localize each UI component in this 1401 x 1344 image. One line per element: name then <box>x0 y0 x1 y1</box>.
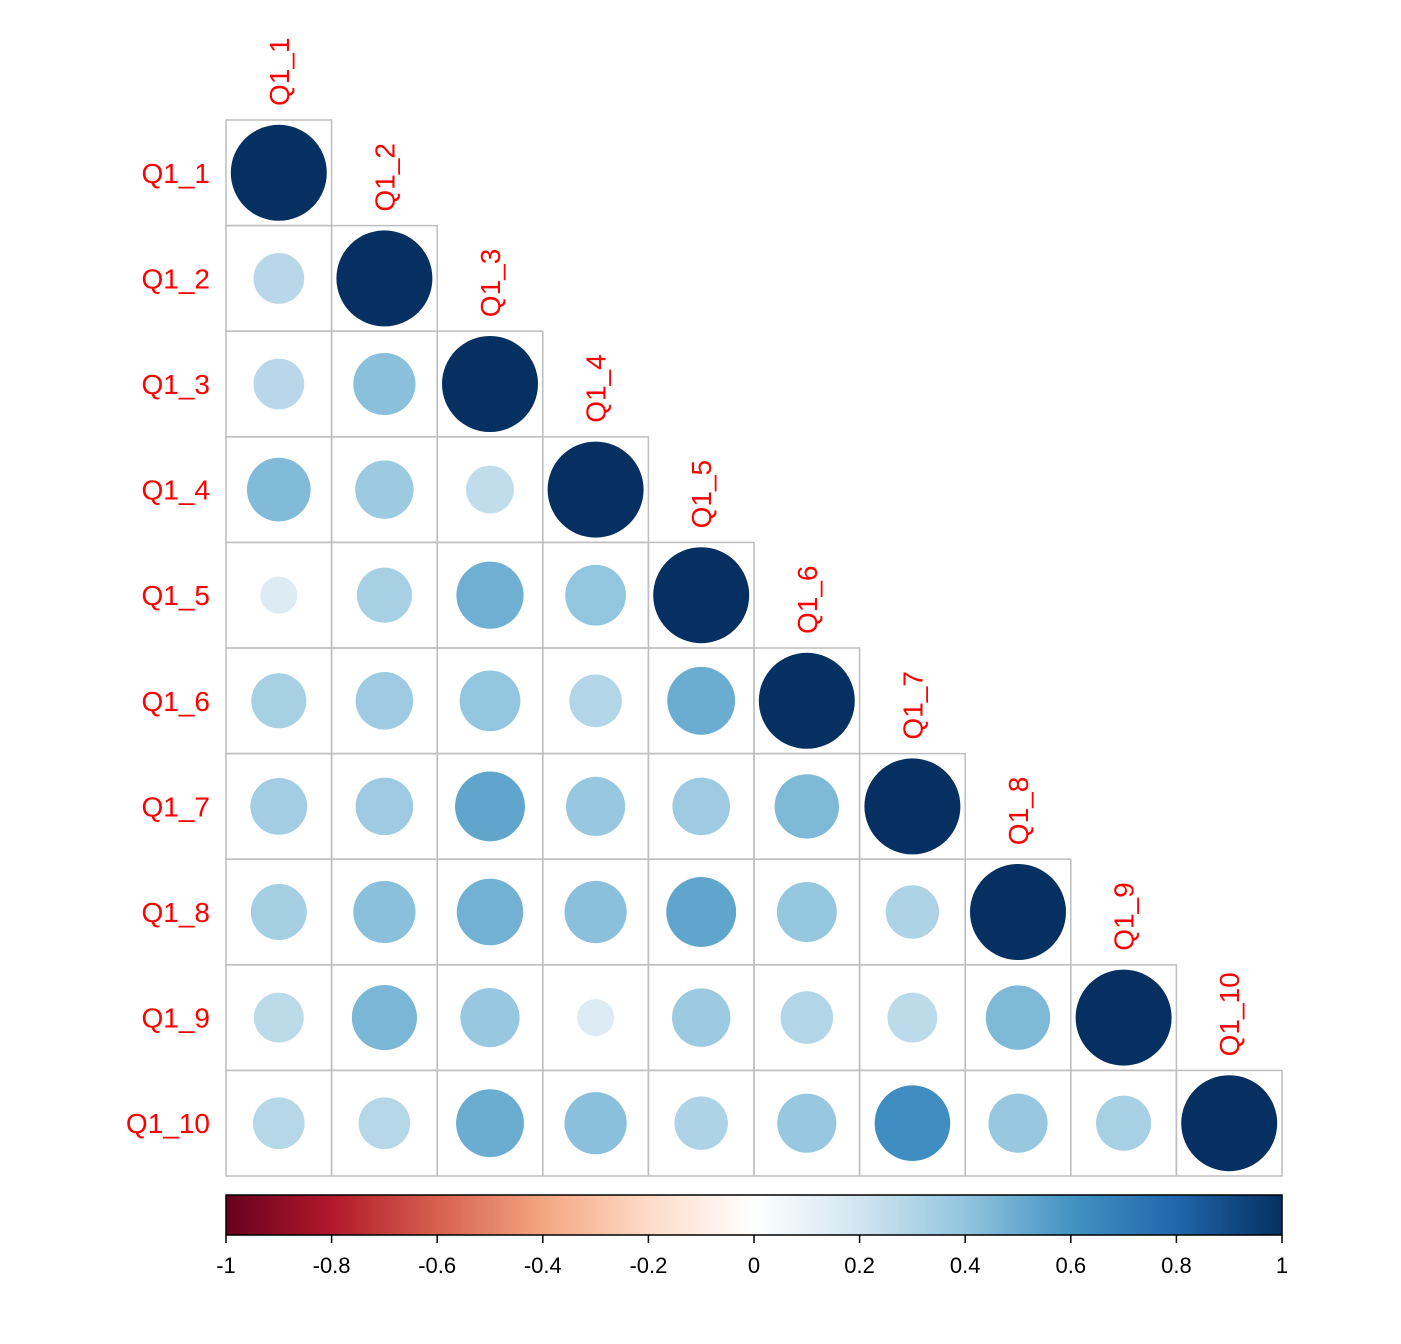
circle-Q1_6-Q1_4 <box>569 674 622 728</box>
colorbar-tick-label: -0.6 <box>418 1253 456 1278</box>
col-label-Q1_7: Q1_7 <box>897 671 928 740</box>
circle-Q1_5-Q1_4 <box>565 564 626 626</box>
circle-Q1_5-Q1_1 <box>260 576 298 614</box>
colorbar-tick-label: -0.2 <box>629 1253 667 1278</box>
col-label-Q1_2: Q1_2 <box>369 143 400 212</box>
correlation-circles <box>230 124 1278 1172</box>
circle-Q1_9-Q1_9 <box>1075 969 1172 1066</box>
circle-Q1_9-Q1_5 <box>672 988 731 1047</box>
circle-Q1_10-Q1_2 <box>358 1097 411 1150</box>
row-label-Q1_3: Q1_3 <box>142 369 211 400</box>
row-label-Q1_4: Q1_4 <box>142 475 211 506</box>
row-label-Q1_5: Q1_5 <box>142 580 211 611</box>
row-label-Q1_8: Q1_8 <box>142 897 211 928</box>
circle-Q1_9-Q1_1 <box>253 992 304 1043</box>
circle-Q1_1-Q1_1 <box>230 124 327 221</box>
row-label-Q1_6: Q1_6 <box>142 686 211 717</box>
circle-Q1_4-Q1_2 <box>355 460 414 519</box>
circle-Q1_8-Q1_8 <box>970 864 1066 960</box>
row-label-Q1_10: Q1_10 <box>126 1108 210 1139</box>
circle-Q1_3-Q1_3 <box>442 336 538 432</box>
circle-Q1_2-Q1_1 <box>253 253 305 304</box>
circle-Q1_10-Q1_1 <box>252 1097 305 1150</box>
circle-Q1_9-Q1_6 <box>780 991 834 1044</box>
colorbar-tick-label: 0.6 <box>1056 1253 1087 1278</box>
circle-Q1_8-Q1_2 <box>353 880 416 944</box>
col-label-Q1_5: Q1_5 <box>686 460 717 529</box>
col-label-Q1_10: Q1_10 <box>1214 972 1245 1056</box>
circle-Q1_6-Q1_3 <box>459 670 521 732</box>
circle-Q1_5-Q1_3 <box>456 561 524 629</box>
circle-Q1_8-Q1_7 <box>885 885 940 939</box>
colorbar-tick-label: 0.2 <box>844 1253 875 1278</box>
circle-Q1_10-Q1_5 <box>674 1096 728 1150</box>
circle-Q1_8-Q1_4 <box>564 880 627 944</box>
circle-Q1_4-Q1_4 <box>547 441 644 538</box>
col-label-Q1_3: Q1_3 <box>475 249 506 318</box>
circle-Q1_8-Q1_1 <box>250 884 307 940</box>
circle-Q1_9-Q1_7 <box>887 992 938 1043</box>
colorbar-tick-label: 0.4 <box>950 1253 981 1278</box>
row-label-Q1_2: Q1_2 <box>142 263 211 294</box>
circle-Q1_10-Q1_7 <box>874 1085 951 1161</box>
circle-Q1_10-Q1_8 <box>988 1093 1048 1153</box>
column-labels: Q1_1 Q1_2 Q1_3 Q1_4 Q1_5 Q1_6 Q1_7 Q1_8 Q1_9 Q1_1… <box>264 38 1245 1057</box>
circle-Q1_6-Q1_2 <box>355 672 414 730</box>
matrix-grid <box>225 119 1283 1177</box>
circle-Q1_7-Q1_3 <box>455 771 525 842</box>
circle-Q1_10-Q1_10 <box>1181 1075 1278 1172</box>
circle-Q1_7-Q1_5 <box>672 777 730 836</box>
circle-Q1_3-Q1_2 <box>353 352 416 416</box>
circle-Q1_8-Q1_3 <box>456 878 524 946</box>
colorbar-tick-label: -0.8 <box>313 1253 351 1278</box>
circle-Q1_7-Q1_2 <box>355 777 414 836</box>
circle-Q1_10-Q1_4 <box>564 1092 627 1155</box>
row-label-Q1_9: Q1_9 <box>142 1003 211 1034</box>
circle-Q1_6-Q1_6 <box>758 652 855 749</box>
circle-Q1_4-Q1_1 <box>246 457 311 522</box>
col-label-Q1_1: Q1_1 <box>264 38 295 107</box>
row-label-Q1_1: Q1_1 <box>142 158 211 189</box>
circle-Q1_3-Q1_1 <box>253 358 305 410</box>
circle-Q1_5-Q1_2 <box>356 567 412 623</box>
colorbar-ticks: -1 -0.8 -0.6 -0.4 -0.2 0 0.2 0.4 0.6 0.8 1 <box>216 1235 1288 1278</box>
circle-Q1_6-Q1_1 <box>251 673 307 729</box>
colorbar-tick-label: -0.4 <box>524 1253 562 1278</box>
circle-Q1_8-Q1_6 <box>776 882 837 942</box>
circle-Q1_7-Q1_7 <box>864 758 961 855</box>
col-label-Q1_8: Q1_8 <box>1003 777 1034 846</box>
circle-Q1_9-Q1_4 <box>577 999 615 1037</box>
circle-Q1_9-Q1_2 <box>351 985 417 1051</box>
colorbar-tick-label: 0 <box>748 1253 760 1278</box>
row-labels: Q1_1 Q1_2 Q1_3 Q1_4 Q1_5 Q1_6 Q1_7 Q1_8 Q1_9 Q1_1… <box>126 158 210 1139</box>
col-label-Q1_4: Q1_4 <box>581 354 612 423</box>
circle-Q1_9-Q1_3 <box>460 988 520 1048</box>
row-label-Q1_7: Q1_7 <box>142 791 211 822</box>
circle-Q1_4-Q1_3 <box>466 465 514 514</box>
colorbar-gradient <box>225 1194 1283 1236</box>
colorbar-tick-label: 0.8 <box>1161 1253 1192 1278</box>
circle-Q1_9-Q1_8 <box>985 985 1051 1050</box>
col-label-Q1_6: Q1_6 <box>792 566 823 635</box>
colorbar-tick-label: 1 <box>1276 1253 1288 1278</box>
cell-Q1_10-Q1_10 <box>1175 1069 1283 1177</box>
circle-Q1_7-Q1_1 <box>250 778 308 835</box>
circle-Q1_10-Q1_9 <box>1096 1095 1152 1151</box>
circle-Q1_8-Q1_5 <box>666 877 737 947</box>
circle-Q1_10-Q1_3 <box>456 1089 524 1158</box>
colorbar: -1 -0.8 -0.6 -0.4 -0.2 0 0.2 0.4 0.6 0.8 1 <box>216 1194 1288 1278</box>
circle-Q1_6-Q1_5 <box>667 666 736 735</box>
circle-Q1_2-Q1_2 <box>336 230 433 327</box>
circle-Q1_5-Q1_5 <box>653 547 750 644</box>
colorbar-tick-label: -1 <box>216 1253 236 1278</box>
circle-Q1_7-Q1_4 <box>566 776 626 836</box>
circle-Q1_7-Q1_6 <box>774 774 839 839</box>
circle-Q1_10-Q1_6 <box>777 1093 837 1153</box>
col-label-Q1_9: Q1_9 <box>1109 882 1140 951</box>
